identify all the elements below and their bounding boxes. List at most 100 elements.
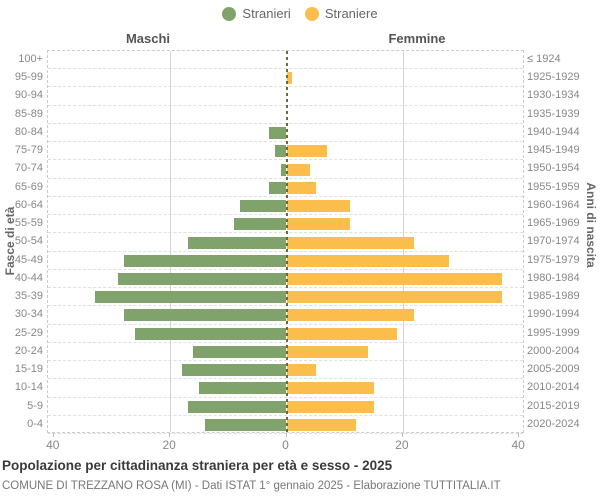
x-tick-mark-2 (285, 433, 287, 437)
age-label-65-69: 65-69 (14, 180, 43, 193)
age-label-10-14: 10-14 (14, 381, 43, 394)
age-label-5-9: 5-9 (27, 399, 43, 412)
bar-female-75-79 (286, 145, 328, 158)
birth-year-label-5: 1945-1949 (527, 144, 580, 157)
bar-male-75-79 (274, 145, 287, 158)
age-label-25-29: 25-29 (14, 326, 43, 339)
x-tick-label-3: 20 (395, 438, 409, 452)
age-label-70-74: 70-74 (14, 162, 43, 175)
age-label-80-84: 80-84 (14, 125, 43, 138)
bar-female-30-34 (286, 309, 415, 322)
age-label-60-64: 60-64 (14, 198, 43, 211)
legend-label-stranieri: Stranieri (242, 6, 291, 21)
bar-female-0-4 (286, 418, 357, 431)
bar-female-35-39 (286, 291, 502, 304)
plot-area (47, 50, 524, 434)
x-tick-label-4: 40 (511, 438, 525, 452)
birth-year-label-2: 1930-1934 (527, 89, 580, 102)
bar-female-95-99 (286, 72, 293, 85)
bar-male-20-24 (193, 345, 287, 358)
bar-male-5-9 (187, 400, 287, 413)
bar-male-15-19 (181, 364, 287, 377)
birth-year-label-12: 1980-1984 (527, 271, 580, 284)
bar-male-35-39 (94, 291, 287, 304)
bar-male-55-59 (234, 218, 287, 231)
bar-male-10-14 (199, 382, 287, 395)
age-label-0-4: 0-4 (27, 417, 43, 430)
bar-male-65-69 (269, 181, 287, 194)
age-label-50-54: 50-54 (14, 235, 43, 248)
y-axis-title-left: Fasce di età (3, 206, 17, 276)
x-tick-mark-4 (518, 433, 520, 437)
bar-female-40-44 (286, 272, 502, 285)
bar-female-65-69 (286, 181, 316, 194)
bar-male-25-29 (135, 327, 287, 340)
bar-male-80-84 (269, 127, 287, 140)
x-tick-label-1: 20 (162, 438, 176, 452)
stranieri-color-dot-icon (222, 6, 237, 21)
x-tick-label-2: 0 (282, 438, 289, 452)
birth-year-label-17: 2005-2009 (527, 363, 580, 376)
header-femmine: Femmine (388, 31, 446, 46)
age-label-45-49: 45-49 (14, 253, 43, 266)
bar-female-50-54 (286, 236, 415, 249)
age-label-90-94: 90-94 (14, 89, 43, 102)
legend-label-straniere: Straniere (324, 6, 378, 21)
center-axis-line (285, 51, 288, 432)
bar-female-70-74 (286, 163, 310, 176)
straniere-color-dot-icon (304, 6, 319, 21)
birth-year-label-8: 1960-1964 (527, 198, 580, 211)
birth-year-label-0: ≤ 1924 (527, 53, 561, 65)
age-label-85-89: 85-89 (14, 107, 43, 120)
age-label-100+: 100+ (18, 53, 43, 65)
gridline--20 (170, 51, 172, 432)
x-tick-label-0: 40 (46, 438, 60, 452)
legend: Stranieri Straniere (0, 6, 600, 21)
birth-year-label-10: 1970-1974 (527, 235, 580, 248)
age-label-15-19: 15-19 (14, 363, 43, 376)
birth-year-label-19: 2015-2019 (527, 399, 580, 412)
x-tick-mark-3 (401, 433, 403, 437)
x-tick-mark-0 (52, 433, 54, 437)
birth-year-label-9: 1965-1969 (527, 217, 580, 230)
bar-male-45-49 (123, 254, 287, 267)
y-axis-title-right: Anni di nascita (584, 182, 598, 268)
bar-female-10-14 (286, 382, 374, 395)
age-label-40-44: 40-44 (14, 271, 43, 284)
chart-source: COMUNE DI TREZZANO ROSA (MI) - Dati ISTA… (2, 480, 501, 492)
birth-year-label-6: 1950-1954 (527, 162, 580, 175)
birth-year-label-15: 1995-1999 (527, 326, 580, 339)
birth-year-label-13: 1985-1989 (527, 290, 580, 303)
bar-female-15-19 (286, 364, 316, 377)
age-label-30-34: 30-34 (14, 308, 43, 321)
bar-female-5-9 (286, 400, 374, 413)
chart-title: Popolazione per cittadinanza straniera p… (2, 458, 393, 473)
birth-year-label-7: 1955-1959 (527, 180, 580, 193)
legend-item-straniere[interactable]: Straniere (304, 6, 378, 21)
bar-female-55-59 (286, 218, 351, 231)
age-label-35-39: 35-39 (14, 290, 43, 303)
birth-year-label-1: 1925-1929 (527, 71, 580, 84)
birth-year-label-11: 1975-1979 (527, 253, 580, 266)
age-label-20-24: 20-24 (14, 344, 43, 357)
birth-year-label-16: 2000-2004 (527, 344, 580, 357)
bar-female-20-24 (286, 345, 368, 358)
birth-year-label-18: 2010-2014 (527, 381, 580, 394)
bar-female-25-29 (286, 327, 398, 340)
bar-male-40-44 (117, 272, 287, 285)
bar-female-45-49 (286, 254, 450, 267)
bar-male-0-4 (205, 418, 287, 431)
birth-year-label-3: 1935-1939 (527, 107, 580, 120)
birth-year-label-4: 1940-1944 (527, 125, 580, 138)
bar-male-60-64 (239, 200, 287, 213)
header-maschi: Maschi (125, 31, 171, 46)
bar-male-50-54 (187, 236, 287, 249)
bar-male-30-34 (123, 309, 287, 322)
bar-male-70-74 (280, 163, 287, 176)
age-label-75-79: 75-79 (14, 144, 43, 157)
bar-female-60-64 (286, 200, 351, 213)
legend-item-stranieri[interactable]: Stranieri (222, 6, 291, 21)
age-label-95-99: 95-99 (14, 71, 43, 84)
age-label-55-59: 55-59 (14, 217, 43, 230)
